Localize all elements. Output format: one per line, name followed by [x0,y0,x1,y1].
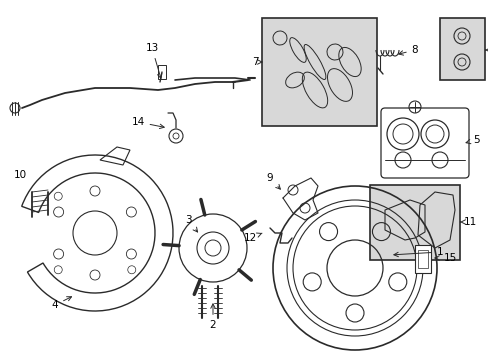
FancyBboxPatch shape [380,108,468,178]
Text: 12: 12 [243,233,262,243]
Text: 10: 10 [13,170,26,180]
Text: 8: 8 [398,45,417,55]
Text: 1: 1 [393,247,443,257]
Text: 4: 4 [52,297,71,310]
Bar [369,185,459,260]
Text: 6: 6 [485,45,488,55]
Bar [414,245,430,273]
Bar [417,250,427,268]
Bar [262,18,376,126]
Text: 7: 7 [251,57,262,67]
Bar [439,18,484,80]
Wedge shape [21,155,173,311]
Text: 3: 3 [184,215,197,232]
Text: 11: 11 [460,217,476,227]
Text: 13: 13 [145,43,162,78]
Text: 9: 9 [266,173,280,189]
Text: 14: 14 [131,117,164,129]
Bar [158,65,165,79]
Text: 15: 15 [434,253,456,263]
Text: 5: 5 [465,135,478,145]
Text: 2: 2 [209,304,216,330]
